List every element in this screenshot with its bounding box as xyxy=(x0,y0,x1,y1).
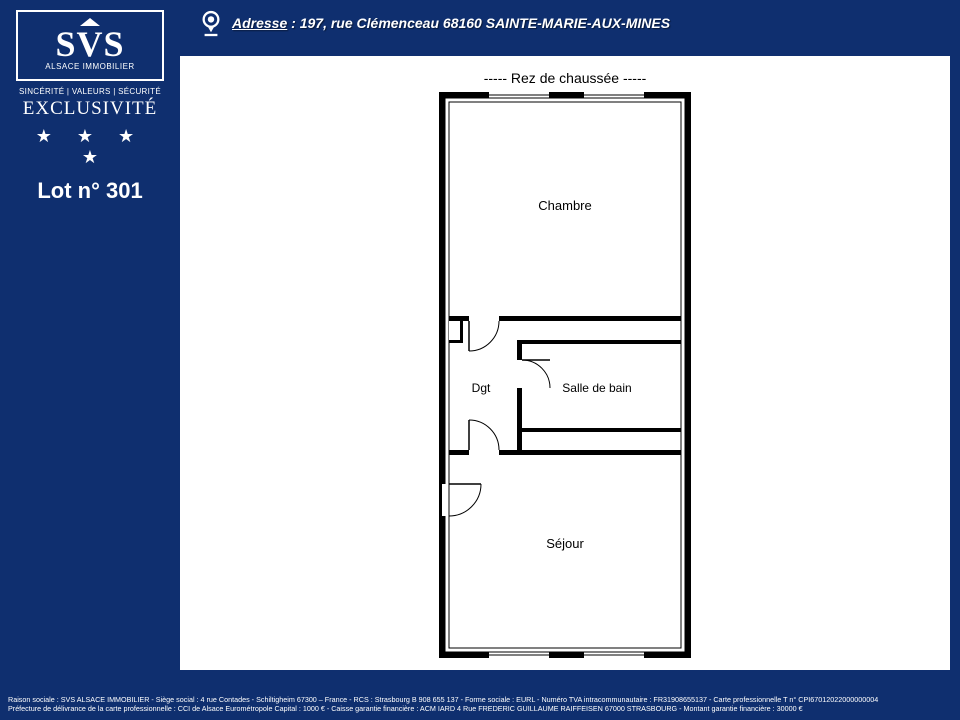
floorplan-panel: ----- Rez de chaussée ----- xyxy=(180,56,950,670)
floorplan-title: ----- Rez de chaussée ----- xyxy=(180,70,950,86)
stars-row1: ★ ★ ★ xyxy=(8,126,172,147)
address-value: 197, rue Clémenceau 68160 SAINTE-MARIE-A… xyxy=(300,15,670,31)
lot-number: Lot n° 301 xyxy=(8,178,172,204)
address-header: Adresse : 197, rue Clémenceau 68160 SAIN… xyxy=(200,10,670,38)
address-sep: : xyxy=(287,15,299,31)
logo-main: SVS xyxy=(22,28,158,60)
legal-footer: Raison sociale : SVS ALSACE IMMOBILIER -… xyxy=(0,695,960,714)
logo-sub: ALSACE IMMOBILIER xyxy=(22,62,158,71)
sidebar: SVS ALSACE IMMOBILIER SINCÉRITÉ | VALEUR… xyxy=(0,0,180,214)
footer-line1: Raison sociale : SVS ALSACE IMMOBILIER -… xyxy=(8,695,952,705)
stars-row2: ★ xyxy=(8,147,172,168)
footer-line2: Préfecture de délivrance de la carte pro… xyxy=(8,704,952,714)
room-label-dgt: Dgt xyxy=(472,381,491,395)
room-label-sejour: Séjour xyxy=(546,536,584,551)
floorplan-diagram: Chambre Dgt Salle de bain Séjour xyxy=(439,92,691,658)
exclusivite-label: EXCLUSIVITÉ xyxy=(8,98,172,120)
tagline: SINCÉRITÉ | VALEURS | SÉCURITÉ xyxy=(8,87,172,96)
location-pin-icon xyxy=(200,10,222,38)
stars: ★ ★ ★ ★ xyxy=(8,126,172,168)
address-text: Adresse : 197, rue Clémenceau 68160 SAIN… xyxy=(232,15,670,33)
room-label-sdb: Salle de bain xyxy=(562,381,631,395)
address-label: Adresse xyxy=(232,15,287,31)
logo-box: SVS ALSACE IMMOBILIER xyxy=(16,10,164,81)
room-label-chambre: Chambre xyxy=(538,198,591,213)
